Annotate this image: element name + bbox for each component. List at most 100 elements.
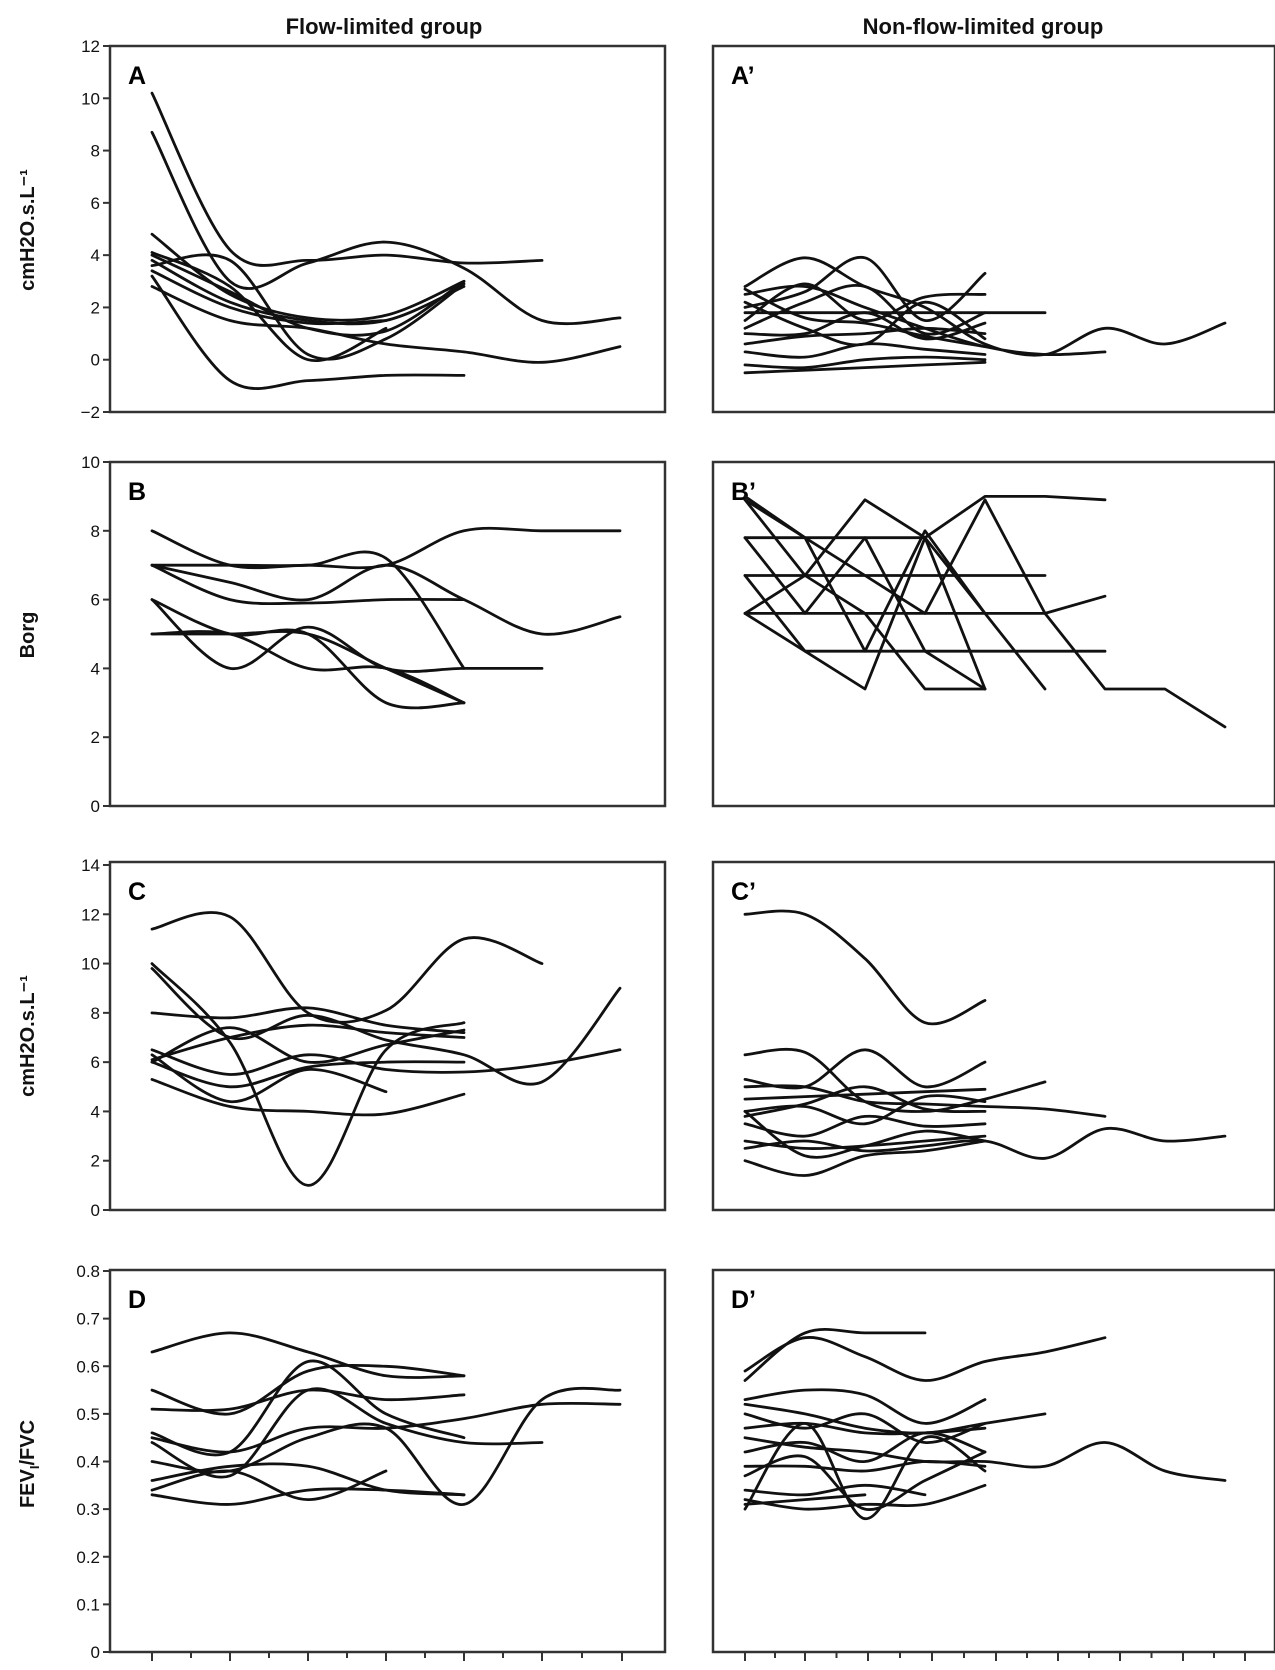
panel-d-prime-xtick-label: 1 <box>739 1668 750 1670</box>
panel-d-xtick-label: 2 <box>224 1668 235 1670</box>
panel-d-prime-series-9 <box>743 1460 987 1473</box>
panel-b-ytick-label: 6 <box>91 591 100 610</box>
panel-d-prime-series-1 <box>743 1336 1107 1382</box>
y-axis-label-row1: cmH2O.s.L⁻¹ <box>17 169 39 291</box>
panel-d-prime-series-8 <box>743 1431 987 1463</box>
panel-d-prime-series-13 <box>743 1421 987 1521</box>
panel-b-series-4 <box>150 563 466 606</box>
panel-b-prime: B’ <box>711 460 1275 808</box>
panel-d-prime-series-12 <box>743 1483 987 1511</box>
panel-c-series-8 <box>150 1053 388 1104</box>
column-title-flow-limited: Flow-limited group <box>286 14 483 39</box>
panel-b-series-8 <box>150 598 466 710</box>
panel-b-series-1 <box>150 526 622 570</box>
panel-c-prime-series-6 <box>743 1094 987 1126</box>
panel-c-ytick-label: 2 <box>91 1152 100 1171</box>
panel-c-prime-series-1 <box>743 909 987 1026</box>
panel-a-ytick-label: 0 <box>91 351 100 370</box>
panel-a-series-2 <box>150 130 622 326</box>
panel-d-prime-label: D’ <box>731 1286 756 1314</box>
panel-a-series-6 <box>150 253 466 361</box>
panel-d-prime-xtick-label: 5 <box>990 1668 1001 1670</box>
panel-d-xtick-label: 5 <box>458 1668 469 1670</box>
y-axis-label-row4: FEVI/FVC <box>17 1420 42 1508</box>
panel-b-series-3 <box>150 563 622 636</box>
panel-d-ytick-label: 0.6 <box>76 1357 100 1376</box>
panel-c-ytick-label: 6 <box>91 1053 100 1072</box>
panel-d-ytick-label: 0 <box>91 1643 100 1662</box>
y-axis-label-row3: cmH2O.s.L⁻¹ <box>17 975 39 1097</box>
panel-a-series-8 <box>150 274 466 390</box>
panel-b-ytick-label: 2 <box>91 728 100 747</box>
panel-a-series-3 <box>150 232 466 322</box>
panel-d-prime-series-4 <box>743 1402 1047 1435</box>
panel-a-ytick-label: 12 <box>81 37 100 56</box>
panel-d-prime-xtick-label: 2 <box>799 1668 810 1670</box>
panel-b-series-5 <box>150 598 544 673</box>
panel-d-series-1 <box>150 1331 466 1379</box>
panel-a-prime-series-9 <box>743 326 987 346</box>
panel-d-ytick-label: 0.4 <box>76 1453 100 1472</box>
panel-a-prime-series-10 <box>743 342 987 359</box>
panel-c-series-3 <box>150 962 466 1187</box>
panel-a-prime-series-4 <box>743 282 987 322</box>
panel-d-series-3 <box>150 1388 466 1412</box>
panel-d-prime-series-11 <box>743 1483 927 1497</box>
panel-a-ytick-label: 10 <box>81 89 100 108</box>
panel-d-ytick-label: 0.5 <box>76 1405 100 1424</box>
panel-d-prime-xtick-label: 3 <box>862 1668 873 1670</box>
panel-d-series-9 <box>150 1469 388 1501</box>
panel-d-prime-xtick-label: 8 <box>1177 1668 1188 1670</box>
panel-b-series-7 <box>150 630 466 705</box>
panel-b: B 10 8 6 4 2 0 <box>81 453 667 816</box>
panel-c-prime-series-5 <box>743 1087 987 1101</box>
panel-c-prime: C’ <box>711 860 1275 1212</box>
panel-b-prime-series-8 <box>743 536 987 691</box>
panel-a-ytick-label: 8 <box>91 142 100 161</box>
panel-a-prime-series-8 <box>743 311 987 341</box>
panels-group: A121086420−2A’B1086420B’C14121086420C’D0… <box>76 37 1275 1670</box>
panel-a-ytick-label: −2 <box>81 403 100 422</box>
panel-c-ytick-label: 14 <box>81 856 100 875</box>
panel-a-prime-series-1 <box>743 256 1227 357</box>
panel-c-ytick-label: 12 <box>81 905 100 924</box>
panel-a-prime-label: A’ <box>731 62 755 90</box>
panel-a-prime-series-11 <box>743 355 987 370</box>
panel-c-prime-series-2 <box>743 1047 1047 1113</box>
panel-d-ytick-label: 0.7 <box>76 1310 100 1329</box>
panel-a-series-10 <box>150 251 388 363</box>
panel-c-label: C <box>128 878 146 906</box>
panel-d-prime-series-10 <box>743 1450 987 1511</box>
panel-a-series-4 <box>150 259 466 326</box>
panel-b-prime-series-2 <box>743 495 1107 577</box>
panel-d: D 0.8 0.7 0.6 0.5 0.4 0.3 0.2 0.1 0 1 2 3 4 5 6 7 <box>76 1262 667 1670</box>
panel-d-xtick-label: 6 <box>536 1668 547 1670</box>
panel-d-prime-series-2 <box>743 1328 927 1382</box>
panel-b-ytick-label: 0 <box>91 797 100 816</box>
panel-c-series-10 <box>150 1023 466 1062</box>
panel-c-prime-series-12 <box>743 1110 987 1159</box>
panel-d-xtick-label: 7 <box>616 1668 627 1670</box>
panel-b-ytick-label: 4 <box>91 659 100 678</box>
panel-d-label: D <box>128 1286 146 1314</box>
panel-d-frame <box>108 1268 667 1654</box>
panel-c-series-7 <box>150 1060 466 1089</box>
panel-d-series-7 <box>150 1387 544 1479</box>
panel-d-prime-xtick-label: 9 <box>1239 1668 1250 1670</box>
panel-c-prime-series-3 <box>743 1048 987 1090</box>
panel-c-ytick-label: 10 <box>81 955 100 974</box>
panel-d-series-4 <box>150 1359 466 1457</box>
panel-a: A 12 10 8 6 4 2 0 −2 <box>81 37 667 422</box>
panel-d-prime-series-5 <box>743 1412 987 1444</box>
panel-c-ytick-label: 0 <box>91 1201 100 1220</box>
panel-d-ytick-label: 0.2 <box>76 1548 100 1567</box>
panel-a-series-7 <box>150 285 622 364</box>
panel-b-prime-series-9 <box>743 574 987 691</box>
panel-a-frame <box>108 44 667 414</box>
panel-c-prime-series-11 <box>743 1139 987 1177</box>
panel-a-prime-frame <box>711 44 1275 414</box>
panel-a-series-1 <box>150 91 544 267</box>
panel-a-prime: A’ <box>711 44 1275 414</box>
panel-d-xtick-label: 3 <box>302 1668 313 1670</box>
